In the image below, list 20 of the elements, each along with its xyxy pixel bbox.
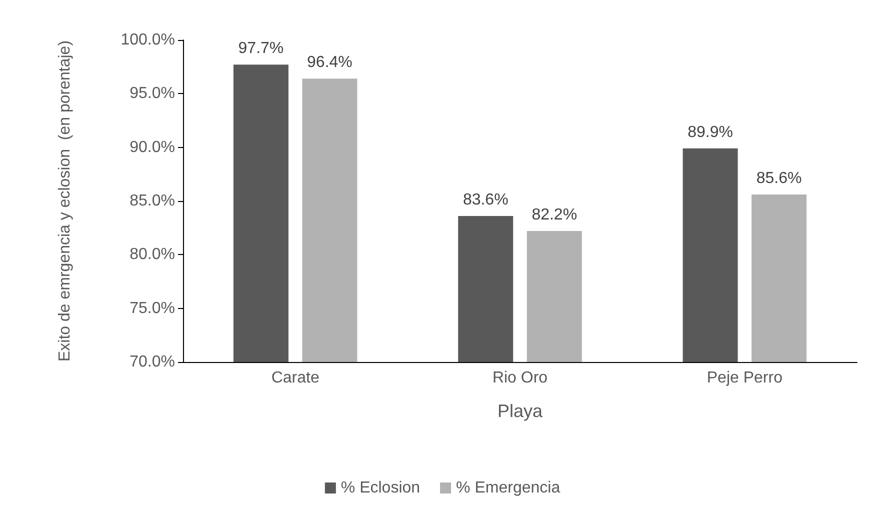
y-tick-label: 70.0% xyxy=(130,354,175,370)
y-tick-label: 90.0% xyxy=(130,138,175,156)
y-tick-label: 75.0% xyxy=(130,300,175,317)
data-label: 89.9% xyxy=(688,124,733,141)
y-tick-label: 95.0% xyxy=(130,85,175,102)
data-label: 97.7% xyxy=(238,40,284,58)
y-tick-label: 85.0% xyxy=(130,192,175,210)
y-tick-label: 80.0% xyxy=(130,246,175,264)
legend-label: % Eclosion xyxy=(340,480,420,496)
data-label: 96.4% xyxy=(307,54,352,72)
x-tick-label: Carate xyxy=(271,370,320,386)
x-tick-label: Rio Oro xyxy=(492,370,548,386)
x-tick-label: Peje Perro xyxy=(706,370,783,386)
legend-label: % Emergencia xyxy=(456,480,560,496)
data-label: 82.2% xyxy=(532,206,578,224)
x-axis-title: Playa xyxy=(497,401,544,421)
y-tick-label: 100.0% xyxy=(120,32,175,48)
data-label: 85.6% xyxy=(756,170,802,188)
y-axis-title: Exito de emrgencia y eclosion (en porentaje) xyxy=(56,40,74,362)
data-label: 83.6% xyxy=(462,192,508,209)
